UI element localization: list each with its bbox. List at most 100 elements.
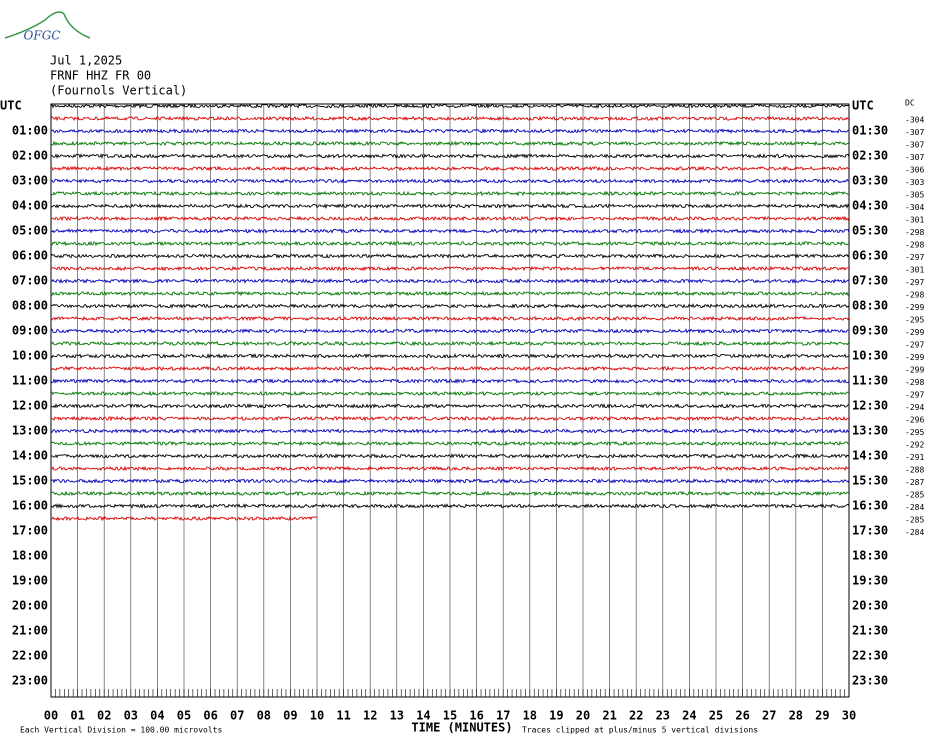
- hour-label: 15:00: [12, 474, 48, 488]
- hour-label: 01:00: [12, 124, 48, 138]
- dc-offset: -296: [905, 416, 924, 425]
- half-hour-label: 09:30: [852, 324, 888, 338]
- dc-offset: -298: [905, 291, 924, 300]
- trace: [50, 115, 850, 122]
- trace: [50, 203, 850, 209]
- clip-note: Traces clipped at plus/minus 5 vertical …: [522, 726, 758, 735]
- x-tick-label: 00: [44, 709, 58, 723]
- x-tick-label: 15: [443, 709, 457, 723]
- dc-label: DC: [905, 99, 915, 108]
- hour-label: 20:00: [12, 599, 48, 613]
- trace: [50, 353, 850, 359]
- x-tick-label: 14: [416, 709, 430, 723]
- hour-label: 13:00: [12, 424, 48, 438]
- hour-label: 14:00: [12, 449, 48, 463]
- dc-offset: -284: [905, 528, 924, 537]
- trace: [50, 228, 850, 234]
- trace: [50, 253, 850, 259]
- dc-offset: -298: [905, 228, 924, 237]
- location: (Fournols Vertical): [50, 84, 187, 98]
- trace: [50, 365, 850, 372]
- half-hour-label: 11:30: [852, 374, 888, 388]
- trace: [50, 140, 850, 147]
- x-tick-label: 05: [177, 709, 191, 723]
- hour-label: 19:00: [12, 574, 48, 588]
- hour-label: 03:00: [12, 174, 48, 188]
- trace: [50, 515, 318, 522]
- trace: [50, 265, 850, 272]
- trace: [51, 415, 850, 422]
- hour-label: 16:00: [12, 499, 48, 513]
- half-hour-label: 14:30: [852, 449, 888, 463]
- trace: [50, 340, 850, 347]
- dc-offset: -285: [905, 516, 924, 525]
- half-hour-label: 15:30: [852, 474, 888, 488]
- dc-offset: -299: [905, 366, 924, 375]
- hour-label: 17:00: [12, 524, 48, 538]
- trace: [50, 178, 850, 184]
- half-hour-label: 10:30: [852, 349, 888, 363]
- trace: [50, 490, 850, 497]
- x-tick-label: 07: [230, 709, 244, 723]
- dc-offset: -306: [905, 166, 924, 175]
- dc-offset: -292: [905, 441, 924, 450]
- x-tick-label: 09: [283, 709, 297, 723]
- x-tick-label: 08: [257, 709, 271, 723]
- hour-label: 08:00: [12, 299, 48, 313]
- trace: [50, 427, 850, 434]
- half-hour-label: 21:30: [852, 624, 888, 638]
- x-tick-label: 20: [576, 709, 590, 723]
- dc-offset: -287: [905, 478, 924, 487]
- dc-offset: -307: [905, 153, 924, 162]
- dc-offset: -299: [905, 328, 924, 337]
- hour-label: 04:00: [12, 199, 48, 213]
- dc-offset: -305: [905, 191, 924, 200]
- hour-label: UTC: [0, 99, 22, 113]
- trace: [50, 328, 850, 334]
- half-hour-label: 20:30: [852, 599, 888, 613]
- half-hour-label: 18:30: [852, 549, 888, 563]
- hour-label: 21:00: [12, 624, 48, 638]
- dc-offset: -298: [905, 241, 924, 250]
- x-tick-label: 10: [310, 709, 324, 723]
- half-hour-label: 23:30: [852, 674, 888, 688]
- trace: [50, 128, 850, 134]
- half-hour-label: 12:30: [852, 399, 888, 413]
- half-hour-label: 01:30: [852, 124, 888, 138]
- x-tick-label: 02: [97, 709, 111, 723]
- x-tick-label: 27: [762, 709, 776, 723]
- dc-offset: -304: [905, 203, 924, 212]
- x-tick-label: 03: [124, 709, 138, 723]
- dc-offset: -295: [905, 316, 924, 325]
- x-title: TIME (MINUTES): [411, 721, 512, 735]
- trace: [50, 290, 850, 297]
- x-tick-label: 01: [70, 709, 84, 723]
- dc-offset: -299: [905, 353, 924, 362]
- x-tick-label: 06: [203, 709, 217, 723]
- trace: [50, 303, 850, 309]
- x-tick-label: 24: [682, 709, 696, 723]
- x-tick-label: 16: [469, 709, 483, 723]
- dc-offset: -307: [905, 141, 924, 150]
- hour-label: 11:00: [12, 374, 48, 388]
- dc-offset: -288: [905, 466, 924, 475]
- x-tick-label: 23: [656, 709, 670, 723]
- half-hour-label: 06:30: [852, 249, 888, 263]
- dc-offset: -301: [905, 266, 924, 275]
- trace: [50, 478, 850, 484]
- trace: [50, 440, 850, 447]
- trace: [50, 153, 850, 159]
- hour-label: 07:00: [12, 274, 48, 288]
- x-tick-label: 18: [523, 709, 537, 723]
- dc-offset: -291: [905, 453, 924, 462]
- x-tick-label: 21: [602, 709, 616, 723]
- dc-offset: -303: [905, 178, 924, 187]
- date: Jul 1,2025: [50, 54, 122, 68]
- dc-offset: -304: [905, 116, 924, 125]
- trace: [50, 390, 850, 397]
- trace: [50, 215, 850, 222]
- half-hour-label: 16:30: [852, 499, 888, 513]
- trace: [50, 190, 850, 197]
- hour-label: 10:00: [12, 349, 48, 363]
- half-hour-label: 13:30: [852, 424, 888, 438]
